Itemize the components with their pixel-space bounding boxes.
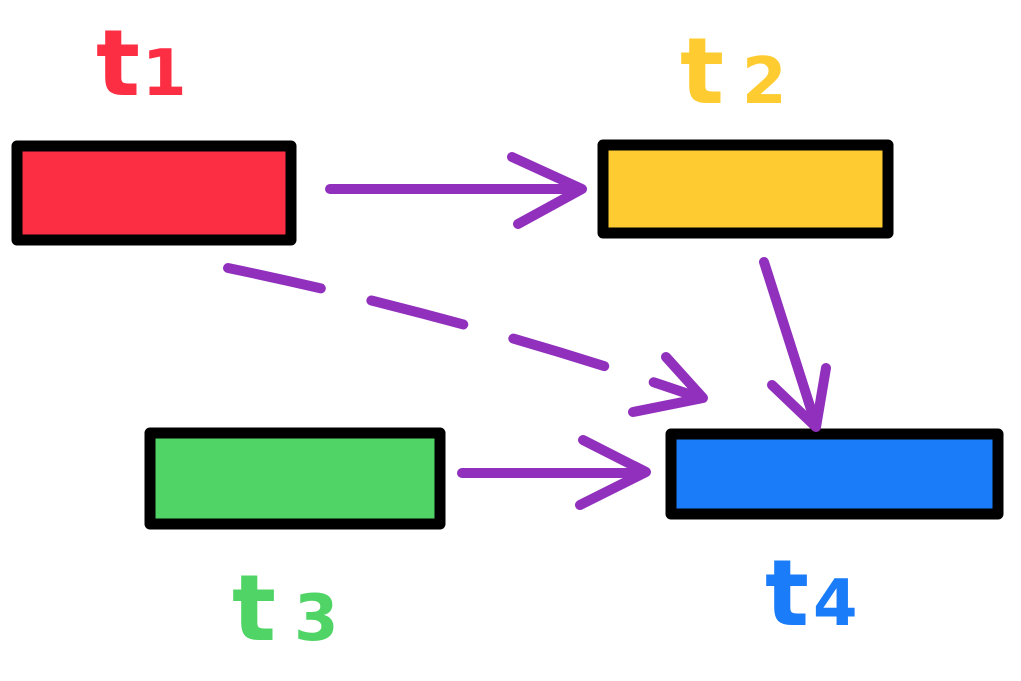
task-label-t1: t1 <box>96 10 183 117</box>
task-label-t1-sub: 1 <box>142 37 183 111</box>
arrow-t1-to-t4-dashed <box>223 263 708 417</box>
task-label-t3-sub: 3 <box>294 582 335 656</box>
task-label-t2-letter: t <box>680 18 722 125</box>
arrow-t2-to-t4 <box>759 257 831 432</box>
task-label-t3-letter: t <box>232 555 274 662</box>
arrow-t3-to-t4 <box>457 435 651 510</box>
task-box-t2 <box>597 139 894 239</box>
task-label-t2-sub: 2 <box>742 45 783 119</box>
task-label-t4-sub: 4 <box>813 567 855 641</box>
task-label-t1-letter: t <box>96 10 138 117</box>
task-box-t4 <box>665 428 1004 520</box>
arrow-t1-to-t2 <box>325 152 587 229</box>
task-box-t3 <box>144 427 446 530</box>
task-box-t1 <box>11 140 297 246</box>
task-label-t4-letter: t <box>765 540 807 647</box>
